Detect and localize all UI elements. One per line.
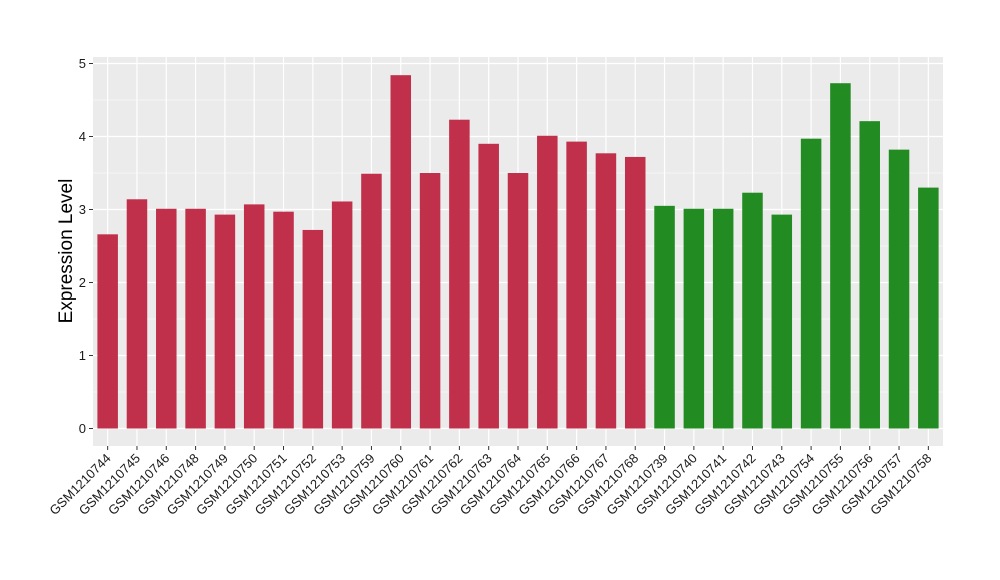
y-tick-label: 2 bbox=[79, 275, 86, 290]
bar-GSM1210764 bbox=[507, 173, 529, 429]
bar-GSM1210739 bbox=[654, 205, 675, 429]
bar-GSM1210757 bbox=[888, 149, 910, 429]
bar-GSM1210768 bbox=[624, 156, 646, 429]
y-axis-title: Expression Level bbox=[56, 179, 77, 324]
bar-GSM1210761 bbox=[419, 173, 441, 429]
bar-GSM1210765 bbox=[537, 135, 558, 429]
bars bbox=[97, 75, 939, 429]
bar-GSM1210751 bbox=[273, 211, 294, 429]
y-tick-label: 3 bbox=[79, 202, 86, 217]
bar-GSM1210743 bbox=[771, 214, 793, 429]
bar-GSM1210754 bbox=[800, 138, 822, 429]
y-tick-label: 0 bbox=[79, 421, 86, 436]
bar-GSM1210750 bbox=[243, 204, 265, 429]
bar-GSM1210755 bbox=[830, 83, 851, 429]
bar-GSM1210741 bbox=[712, 208, 734, 429]
bar-GSM1210748 bbox=[185, 208, 206, 429]
bar-GSM1210766 bbox=[566, 141, 587, 429]
bar-GSM1210759 bbox=[361, 173, 382, 429]
bar-GSM1210767 bbox=[595, 153, 617, 429]
bar-GSM1210740 bbox=[683, 208, 705, 429]
bar-GSM1210756 bbox=[859, 121, 880, 429]
bar-GSM1210762 bbox=[449, 119, 470, 429]
y-tick-label: 5 bbox=[79, 56, 86, 71]
y-axis: 0 1 2 3 4 5 bbox=[79, 56, 93, 436]
bar-GSM1210763 bbox=[478, 143, 499, 429]
x-axis: GSM1210744GSM1210745GSM1210746GSM1210748… bbox=[46, 446, 934, 518]
bar-GSM1210749 bbox=[214, 214, 236, 429]
bar-GSM1210760 bbox=[390, 75, 412, 429]
bar-GSM1210742 bbox=[742, 192, 763, 429]
bar-GSM1210746 bbox=[156, 208, 177, 429]
y-tick-label: 1 bbox=[79, 348, 86, 363]
bar-GSM1210758 bbox=[918, 187, 939, 429]
bar-GSM1210744 bbox=[97, 234, 118, 429]
bar-GSM1210752 bbox=[302, 229, 324, 429]
y-tick-label: 4 bbox=[79, 129, 86, 144]
bar-GSM1210745 bbox=[126, 199, 148, 429]
bar-GSM1210753 bbox=[331, 201, 353, 429]
